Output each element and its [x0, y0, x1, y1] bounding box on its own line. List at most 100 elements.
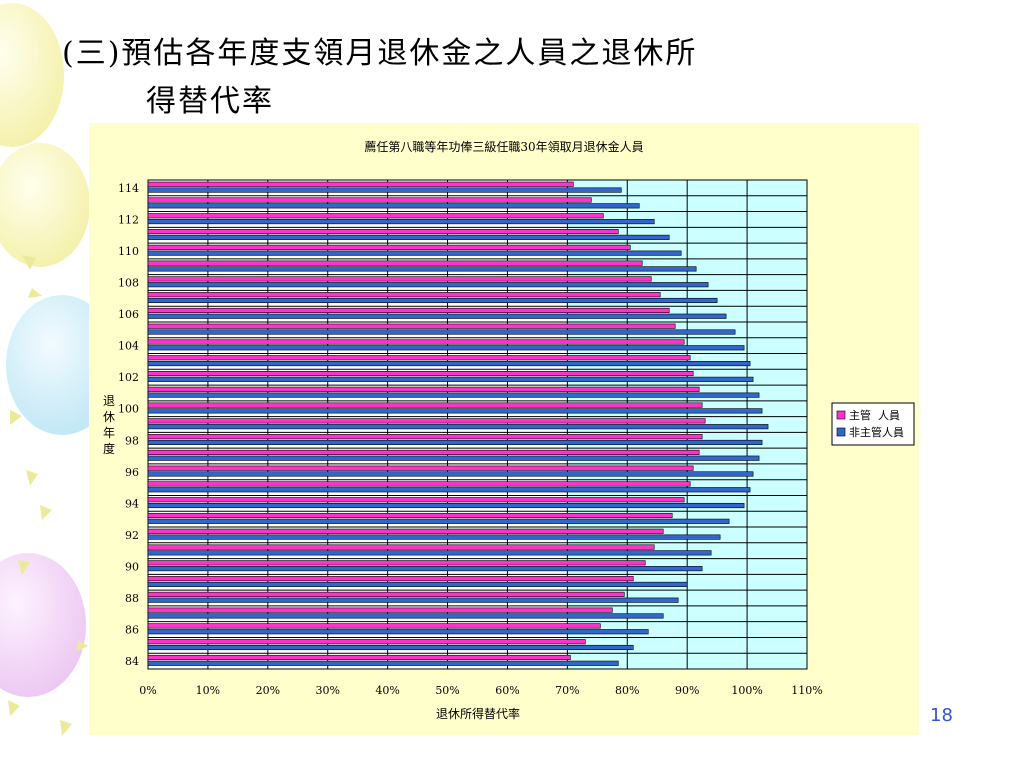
y-axis-label-char: 退 [103, 394, 115, 408]
bar-supervisor [147, 465, 694, 471]
bar-non-supervisor [147, 597, 679, 603]
bar-supervisor [147, 307, 670, 313]
bar-non-supervisor [147, 219, 655, 225]
y-tick-label: 114 [118, 182, 139, 195]
bar-supervisor [147, 244, 631, 250]
bar-supervisor [147, 197, 592, 203]
y-tick-label: 102 [118, 371, 139, 384]
bar-non-supervisor [147, 203, 640, 209]
bar-non-supervisor [147, 376, 754, 382]
bar-supervisor [147, 213, 604, 219]
legend-box [831, 402, 915, 446]
slide-title: (三)預估各年度支領月退休金之人員之退休所 得替代率 [62, 30, 882, 126]
bar-supervisor [147, 434, 703, 440]
bar-supervisor [147, 639, 586, 645]
y-tick-label: 98 [125, 434, 139, 447]
bar-non-supervisor [147, 660, 619, 666]
bar-non-supervisor [147, 266, 697, 272]
bar-supervisor [147, 591, 625, 597]
y-tick-label: 100 [118, 403, 139, 416]
bar-non-supervisor [147, 487, 751, 493]
bar-supervisor [147, 497, 685, 503]
x-tick-label: 80% [615, 684, 639, 697]
bar-chart: 薦任第八職等年功俸三級任職30年領取月退休金人員 退休所得替代率 84 86 88 9… [103, 139, 915, 721]
x-tick-label: 20% [256, 684, 280, 697]
y-tick-label: 86 [125, 624, 139, 637]
bar-supervisor [147, 323, 676, 329]
bar-supervisor [147, 292, 661, 298]
x-axis-label: 退休所得替代率 [436, 706, 520, 721]
x-tick-label: 60% [495, 684, 519, 697]
bar-supervisor [147, 181, 574, 187]
bar-non-supervisor [147, 329, 736, 335]
y-tick-label: 94 [125, 497, 139, 510]
bar-supervisor [147, 576, 634, 582]
y-tick-label: 88 [125, 592, 139, 605]
y-tick-label: 110 [118, 245, 139, 258]
bar-non-supervisor [147, 629, 649, 635]
legend-label-non-supervisor: 非主管人員 [849, 425, 904, 439]
bar-non-supervisor [147, 644, 634, 651]
y-axis-label-char: 休 [103, 410, 115, 424]
bar-non-supervisor [147, 424, 769, 430]
x-tick-label: 40% [375, 684, 399, 697]
bar-non-supervisor [147, 518, 730, 524]
bar-non-supervisor [147, 581, 688, 587]
bar-non-supervisor [147, 502, 745, 509]
bar-supervisor [147, 654, 571, 661]
y-tick-label: 92 [125, 529, 139, 542]
bar-supervisor [147, 607, 613, 613]
slide-title-line1: (三)預估各年度支領月退休金之人員之退休所 [62, 36, 698, 71]
x-tick-label: 0% [139, 684, 156, 697]
y-tick-label: 96 [125, 466, 139, 479]
plot-area: 84 86 88 90 92 94 96 98 100 102 104 106 108 110 112 114… [103, 179, 915, 697]
bar-supervisor [147, 481, 691, 487]
slide-title-line2: 得替代率 [146, 84, 274, 119]
bar-non-supervisor [147, 187, 622, 193]
bar-non-supervisor [147, 345, 745, 351]
y-tick-label: 112 [118, 213, 139, 226]
bar-supervisor [147, 276, 652, 282]
bar-non-supervisor [147, 613, 664, 619]
chart-title: 薦任第八職等年功俸三級任職30年領取月退休金人員 [364, 139, 643, 154]
page-number: 18 [930, 705, 953, 726]
x-tick-label: 110% [791, 684, 822, 697]
y-tick-label: 108 [118, 277, 139, 290]
bar-supervisor [147, 339, 685, 345]
bar-non-supervisor [147, 550, 712, 556]
x-tick-label: 10% [196, 684, 220, 697]
bar-supervisor [147, 355, 691, 361]
legend-swatch-non-supervisor [836, 427, 846, 437]
bar-non-supervisor [147, 408, 763, 414]
bar-non-supervisor [147, 282, 709, 288]
bar-supervisor [147, 544, 655, 550]
legend-label-supervisor: 主管 人員 [849, 408, 900, 422]
bar-non-supervisor [147, 297, 718, 304]
bar-non-supervisor [147, 471, 754, 477]
bar-supervisor [147, 386, 700, 392]
x-tick-label: 30% [316, 684, 340, 697]
bar-non-supervisor [147, 566, 703, 572]
bar-supervisor [147, 370, 694, 377]
bar-non-supervisor [147, 534, 721, 540]
y-axis-label-char: 度 [103, 441, 115, 456]
bar-non-supervisor [147, 234, 670, 240]
bar-supervisor [147, 418, 706, 424]
bar-supervisor [147, 528, 664, 534]
chart-panel: 薦任第八職等年功俸三級任職30年領取月退休金人員 退休所得替代率 84 86 88 9… [89, 123, 919, 735]
x-tick-label: 70% [555, 684, 579, 697]
bar-supervisor [147, 512, 673, 519]
x-tick-label: 50% [435, 684, 459, 697]
bar-non-supervisor [147, 439, 763, 445]
x-tick-label: 90% [675, 684, 699, 697]
bar-non-supervisor [147, 361, 751, 367]
y-tick-label: 84 [125, 655, 139, 668]
bar-supervisor [147, 260, 643, 266]
x-tick-label: 100% [731, 684, 762, 697]
bar-supervisor [147, 560, 646, 566]
bar-supervisor [147, 449, 700, 455]
y-tick-label: 90 [125, 560, 139, 573]
legend-swatch-supervisor [836, 410, 846, 420]
bar-non-supervisor [147, 455, 760, 461]
bar-supervisor [147, 229, 619, 235]
